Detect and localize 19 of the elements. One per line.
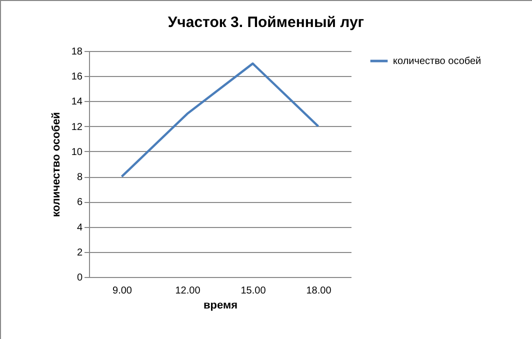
y-tick-label: 8 <box>76 172 83 184</box>
x-axis-title: время <box>203 300 238 312</box>
x-tick-label: 12.00 <box>175 286 201 296</box>
x-tick-label: 18.00 <box>306 286 332 296</box>
chart-title: Участок 3. Пойменный луг <box>168 14 364 31</box>
y-tick-label: 18 <box>71 46 83 58</box>
y-tick-label: 6 <box>76 197 83 208</box>
y-tick-label: 16 <box>71 72 83 83</box>
y-tick-label: 2 <box>76 247 83 258</box>
y-tick-label: 12 <box>71 122 83 133</box>
y-tick-label: 0 <box>76 272 83 284</box>
y-tick-label: 14 <box>71 96 83 108</box>
legend-label: количество особей <box>393 56 482 67</box>
x-tick-label: 9.00 <box>112 286 132 296</box>
y-tick-label: 4 <box>76 222 83 234</box>
x-tick-label: 15.00 <box>240 286 266 296</box>
y-axis-title: количество особей <box>50 112 62 217</box>
line-series <box>120 62 320 178</box>
y-tick-label: 10 <box>71 146 83 158</box>
